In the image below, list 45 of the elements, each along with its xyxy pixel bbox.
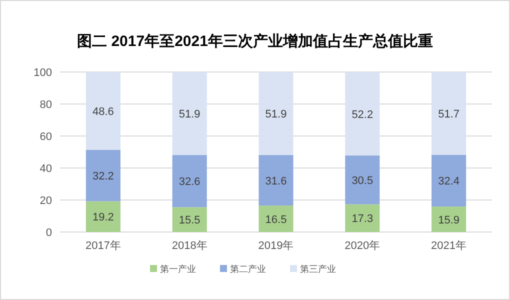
data-label: 32.4 (438, 176, 460, 188)
data-label: 15.9 (438, 214, 460, 226)
data-label: 51.9 (265, 108, 287, 121)
y-tick-label: 60 (40, 131, 52, 143)
data-label: 30.5 (352, 174, 374, 187)
bar (432, 206, 466, 232)
bar (345, 204, 380, 232)
bar (86, 150, 120, 202)
data-label: 32.6 (178, 176, 200, 188)
x-tick-label: 2021年 (431, 240, 467, 252)
bar (258, 72, 294, 156)
bar (172, 207, 207, 232)
legend-label: 第三产业 (300, 264, 336, 274)
bar (172, 155, 207, 208)
bar (258, 155, 294, 206)
x-tick-label: 2020年 (344, 240, 380, 252)
legend-label: 第一产业 (160, 264, 196, 274)
bar (345, 72, 380, 156)
data-label: 16.5 (265, 214, 287, 226)
data-label: 31.6 (265, 175, 287, 188)
x-tick-label: 2019年 (258, 240, 294, 252)
bar (258, 206, 294, 232)
data-label: 19.2 (92, 212, 114, 224)
y-tick-label: 100 (34, 67, 52, 79)
data-label: 52.2 (352, 108, 374, 121)
data-label: 32.2 (92, 170, 114, 183)
bar (432, 154, 466, 207)
bar (172, 72, 207, 156)
legend-label: 第二产业 (230, 264, 266, 274)
data-label: 48.6 (92, 106, 114, 118)
y-tick-label: 80 (40, 99, 52, 111)
chart-title: 图二 2017年至2021年三次产业增加值占生产总值比重 (77, 33, 433, 50)
data-label: 51.9 (178, 108, 200, 121)
data-label: 17.3 (352, 213, 374, 226)
bar (86, 72, 120, 150)
x-tick-label: 2018年 (172, 240, 208, 252)
y-tick-label: 40 (40, 163, 52, 175)
y-tick-label: 20 (40, 195, 52, 207)
data-label: 51.7 (438, 108, 460, 120)
y-tick-label: 0 (46, 227, 52, 239)
bar (432, 72, 466, 155)
bar (86, 201, 120, 232)
x-tick-label: 2017年 (85, 240, 121, 252)
data-label: 15.5 (178, 214, 200, 227)
bar (345, 156, 380, 204)
